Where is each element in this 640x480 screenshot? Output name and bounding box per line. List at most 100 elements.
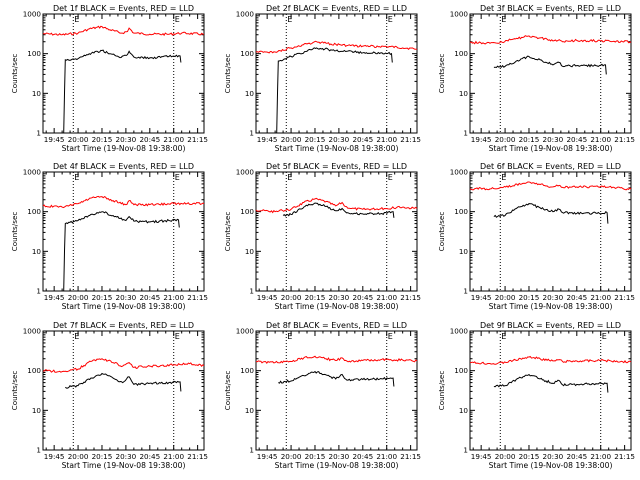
x-tick-label: 21:15 [400, 452, 421, 461]
event-marker-label: E [501, 15, 506, 24]
series-black-events-line [63, 211, 180, 292]
chart-title: Det 5f BLACK = Events, RED = LLD [266, 162, 407, 171]
x-tick-label: 20:15 [519, 293, 540, 302]
y-tick-label: 100 [240, 49, 254, 58]
y-tick-label: 10 [245, 89, 255, 98]
event-marker-label: E [602, 332, 607, 341]
x-tick-label: 21:00 [376, 135, 397, 144]
y-tick-label: 1 [249, 287, 254, 296]
y-axis-label: Counts/sec [437, 54, 446, 94]
y-tick-label: 100 [454, 49, 468, 58]
y-tick-label: 1 [249, 446, 254, 455]
y-axis-label: Counts/sec [437, 371, 446, 411]
y-tick-label: 1 [249, 129, 254, 138]
x-tick-label: 20:45 [352, 135, 373, 144]
event-marker-label: E [388, 15, 393, 24]
y-tick-label: 1000 [236, 10, 255, 19]
y-tick-label: 10 [245, 406, 255, 415]
event-marker-label: E [287, 332, 292, 341]
y-tick-label: 1 [36, 287, 41, 296]
x-tick-label: 20:30 [329, 452, 350, 461]
y-tick-label: 1000 [23, 10, 42, 19]
x-tick-label: 20:00 [68, 135, 89, 144]
event-marker-label: E [74, 173, 79, 182]
x-tick-label: 20:30 [329, 293, 350, 302]
x-tick-label: 20:15 [519, 452, 540, 461]
y-tick-label: 100 [240, 366, 254, 375]
x-tick-label: 20:45 [139, 135, 160, 144]
x-tick-label: 21:00 [376, 293, 397, 302]
chart-panel: Det 8f BLACK = Events, RED = LLD 1 10 100 10… [223, 321, 421, 470]
chart-title: Det 2f BLACK = Events, RED = LLD [266, 4, 407, 13]
x-tick-label: 20:30 [116, 293, 137, 302]
series-black-events-line [63, 49, 182, 134]
series-black-events-line [65, 372, 182, 392]
series-red-lld-line [42, 195, 205, 209]
y-tick-label: 1000 [450, 327, 469, 336]
y-tick-label: 100 [240, 207, 254, 216]
x-tick-label: 20:30 [116, 135, 137, 144]
x-tick-label: 19:45 [471, 452, 492, 461]
event-marker-label: E [602, 173, 607, 182]
chart-panel: Det 3f BLACK = Events, RED = LLD 1 10 100 10… [437, 4, 635, 153]
y-tick-label: 1 [463, 446, 468, 455]
x-axis-label: Start Time (19-Nov-08 19:38:00) [489, 144, 613, 153]
y-tick-label: 1 [36, 446, 41, 455]
x-tick-label: 21:15 [187, 452, 208, 461]
x-tick-label: 19:45 [44, 452, 65, 461]
x-tick-label: 21:15 [614, 293, 635, 302]
x-tick-label: 21:15 [187, 135, 208, 144]
event-marker-label: E [602, 15, 607, 24]
event-marker-label: E [175, 332, 180, 341]
series-red-lld-line [42, 358, 205, 373]
x-tick-label: 21:00 [163, 452, 184, 461]
x-tick-label: 21:00 [590, 135, 611, 144]
y-tick-label: 10 [459, 89, 469, 98]
plot-frame [42, 13, 205, 134]
y-tick-label: 100 [454, 207, 468, 216]
x-tick-label: 20:15 [92, 293, 113, 302]
chart-panel: Det 9f BLACK = Events, RED = LLD 1 10 100 10… [437, 321, 635, 470]
x-tick-label: 20:00 [281, 452, 302, 461]
y-tick-label: 1000 [450, 10, 469, 19]
y-tick-label: 1 [463, 287, 468, 296]
y-tick-label: 100 [27, 49, 41, 58]
chart-title: Det 1f BLACK = Events, RED = LLD [53, 4, 194, 13]
y-tick-label: 1 [36, 129, 41, 138]
x-tick-label: 21:00 [163, 293, 184, 302]
x-tick-label: 20:15 [305, 293, 326, 302]
series-black-events-line [278, 370, 395, 387]
chart-panel: Det 7f BLACK = Events, RED = LLD 1 10 100 10… [10, 321, 208, 470]
event-marker-label: E [74, 332, 79, 341]
event-marker-label: E [501, 332, 506, 341]
x-tick-label: 20:00 [68, 293, 89, 302]
x-tick-label: 20:30 [329, 135, 350, 144]
x-tick-label: 19:45 [257, 452, 278, 461]
x-tick-label: 19:45 [257, 293, 278, 302]
y-tick-label: 10 [32, 89, 42, 98]
chart-title: Det 9f BLACK = Events, RED = LLD [480, 321, 621, 330]
chart-title: Det 8f BLACK = Events, RED = LLD [266, 321, 407, 330]
y-tick-label: 1000 [236, 327, 255, 336]
y-tick-label: 100 [27, 366, 41, 375]
series-black-events-line [276, 47, 393, 134]
x-tick-label: 21:15 [614, 135, 635, 144]
y-tick-label: 1 [463, 129, 468, 138]
x-tick-label: 20:15 [92, 452, 113, 461]
x-tick-label: 20:45 [566, 293, 587, 302]
y-axis-label: Counts/sec [223, 212, 232, 252]
event-marker-label: E [388, 173, 393, 182]
plot-frame [469, 13, 632, 134]
event-marker-label: E [501, 173, 506, 182]
chart-title: Det 3f BLACK = Events, RED = LLD [480, 4, 621, 13]
x-tick-label: 21:00 [376, 452, 397, 461]
series-red-lld-line [469, 181, 632, 191]
x-tick-label: 19:45 [44, 293, 65, 302]
x-tick-label: 21:00 [590, 293, 611, 302]
y-tick-label: 10 [459, 247, 469, 256]
y-tick-label: 10 [32, 247, 42, 256]
plot-frame [42, 330, 205, 451]
series-red-lld-line [469, 35, 632, 45]
y-tick-label: 10 [459, 406, 469, 415]
